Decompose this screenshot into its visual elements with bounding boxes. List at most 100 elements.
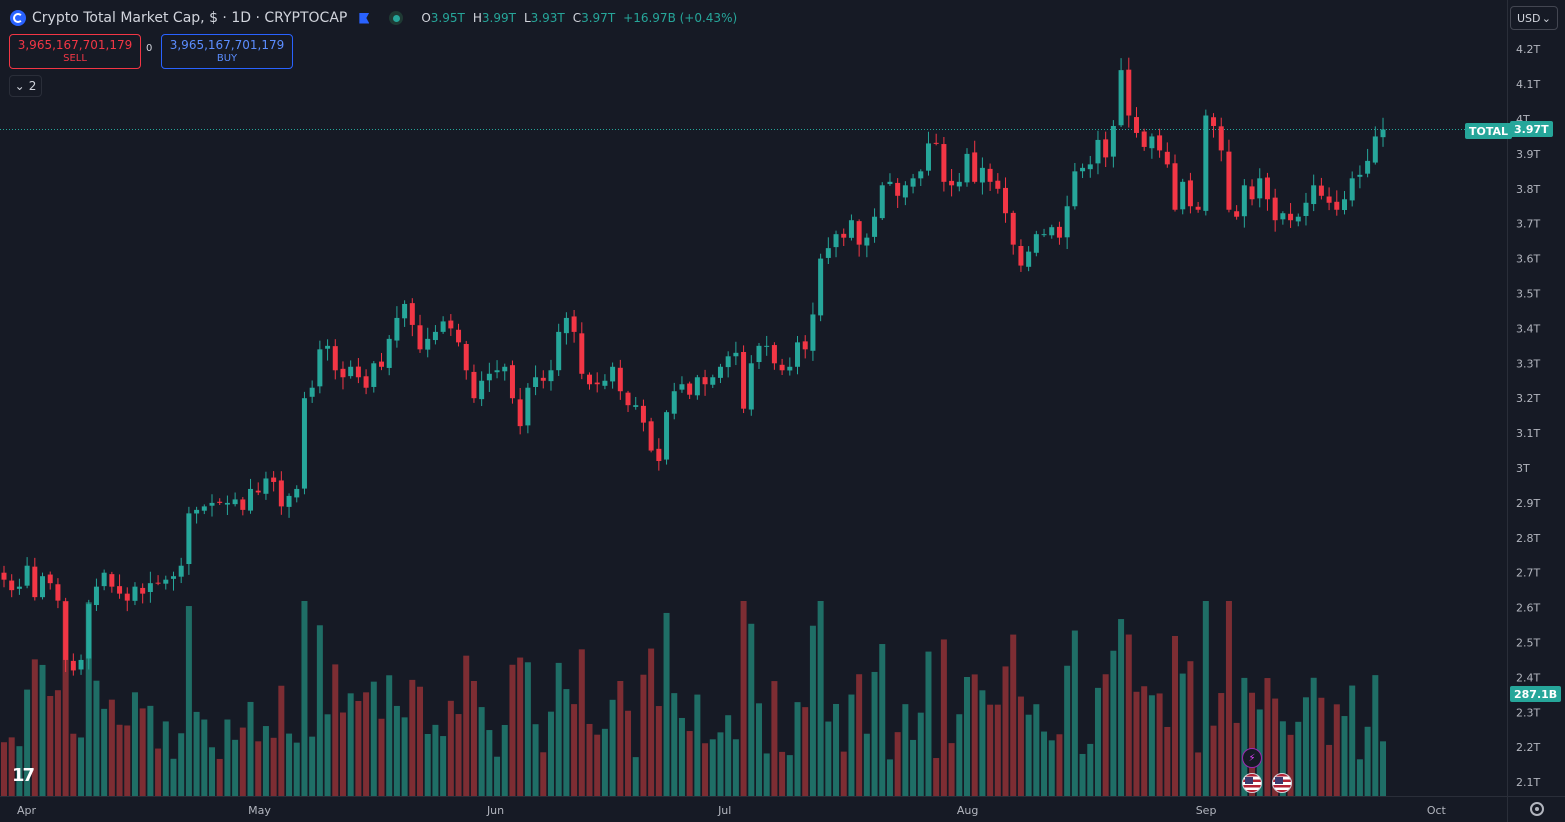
candle-body — [1141, 131, 1147, 147]
volume-bar — [178, 733, 185, 796]
candle-body — [155, 582, 161, 584]
volume-bar — [1326, 744, 1333, 796]
candle-body — [425, 338, 431, 350]
candle-body — [24, 565, 30, 586]
candle-body — [1149, 136, 1155, 149]
candle-body — [348, 366, 354, 377]
price-tick-label: 2.1T — [1516, 776, 1540, 789]
candle-body — [1018, 245, 1024, 266]
candle-body — [664, 412, 670, 460]
volume-bar — [917, 712, 924, 796]
volume-bar — [1087, 743, 1094, 796]
candle-body — [640, 405, 646, 423]
candle-body — [918, 171, 924, 179]
volume-bar — [1202, 601, 1209, 796]
price-tick-label: 3.6T — [1516, 253, 1540, 266]
flag-icon[interactable] — [359, 12, 370, 24]
gear-icon[interactable] — [1530, 802, 1544, 816]
volume-bar — [417, 686, 424, 796]
candle-body — [494, 370, 500, 373]
volume-bar — [717, 732, 724, 796]
volume-bar — [494, 756, 501, 796]
volume-bar — [1372, 675, 1379, 796]
candle-body — [748, 363, 754, 410]
candle-body — [502, 366, 508, 372]
volume-bar — [1125, 634, 1132, 796]
price-scale: 4.2T4.1T4T3.9T3.8T3.7T3.6T3.5T3.4T3.3T3.… — [1516, 43, 1540, 789]
volume-bar — [863, 733, 870, 796]
sell-button[interactable]: 3,965,167,701,179 SELL — [9, 34, 141, 69]
candle-body — [101, 572, 107, 587]
candle-body — [1203, 115, 1209, 211]
candle-body — [656, 448, 662, 462]
indicators-count: 2 — [28, 79, 37, 93]
volume-bar — [848, 694, 855, 796]
candle-body — [779, 364, 785, 371]
candle-body — [848, 220, 854, 238]
candle-body — [278, 480, 284, 507]
volume-bar — [1218, 693, 1225, 796]
candle-body — [972, 152, 978, 182]
market-status-icon[interactable] — [389, 11, 404, 25]
candle-body — [1288, 213, 1294, 221]
sell-label: SELL — [63, 52, 87, 64]
candle-body — [240, 499, 246, 510]
price-tick-label: 3.3T — [1516, 357, 1540, 370]
volume-bar — [54, 690, 61, 796]
candle-body — [1157, 135, 1163, 151]
volume-bar — [640, 674, 647, 796]
candle-body — [124, 593, 130, 601]
volume-bar — [139, 708, 146, 796]
candle-body — [463, 343, 469, 371]
volume-bar — [301, 601, 308, 796]
volume-bar — [347, 693, 354, 796]
candle-body — [232, 499, 238, 505]
candle-body — [16, 586, 22, 589]
price-tick-label: 2.4T — [1516, 671, 1540, 684]
price-tick-label: 3.5T — [1516, 288, 1540, 301]
volume-bar — [170, 758, 177, 796]
us-flag-event-icon[interactable] — [1242, 773, 1262, 793]
volume-bar — [1148, 695, 1155, 796]
candle-body — [895, 182, 901, 196]
buy-button[interactable]: 3,965,167,701,179 BUY — [161, 34, 293, 69]
volume-bar — [748, 623, 755, 796]
volume-bar — [625, 710, 632, 796]
indicators-toggle-button[interactable]: ⌄ 2 — [9, 75, 42, 97]
volume-bar — [1187, 661, 1194, 796]
candle-body — [378, 361, 384, 367]
candle-body — [1095, 139, 1101, 164]
ohlc-open: O3.95T — [421, 11, 465, 25]
candle-body — [1272, 197, 1278, 221]
volume-bar — [93, 680, 100, 796]
volume-bar — [809, 625, 816, 796]
candle-body — [271, 477, 277, 482]
price-tick-label: 2.2T — [1516, 741, 1540, 754]
volume-bar — [378, 718, 385, 796]
currency-select[interactable]: USD ⌄ — [1510, 6, 1558, 30]
candle-body — [1133, 117, 1139, 133]
candle-body — [610, 366, 616, 382]
volume-bar — [886, 759, 893, 796]
volume-bar — [655, 706, 662, 796]
us-flag-event-icon[interactable] — [1272, 773, 1292, 793]
candle-body — [687, 383, 693, 395]
volume-bar — [216, 758, 223, 796]
volume-bar — [894, 732, 901, 796]
volume-bar — [1010, 634, 1017, 796]
tradingview-logo-icon[interactable]: 17 — [12, 765, 35, 786]
price-tick-label: 2.6T — [1516, 602, 1540, 615]
volume-bar — [794, 702, 801, 796]
candle-body — [1187, 180, 1193, 207]
volume-bar — [571, 704, 578, 796]
volume-bar — [332, 664, 339, 796]
volume-bar — [1048, 740, 1055, 796]
symbol-legend[interactable]: Crypto Total Market Cap, $ · 1D · CRYPTO… — [10, 8, 737, 28]
candle-body — [841, 233, 847, 238]
candle-body — [140, 587, 146, 594]
candle-body — [1049, 227, 1055, 236]
lightning-event-icon[interactable]: ⚡ — [1242, 748, 1262, 768]
volume-bar — [324, 714, 331, 796]
candle-body — [964, 153, 970, 183]
